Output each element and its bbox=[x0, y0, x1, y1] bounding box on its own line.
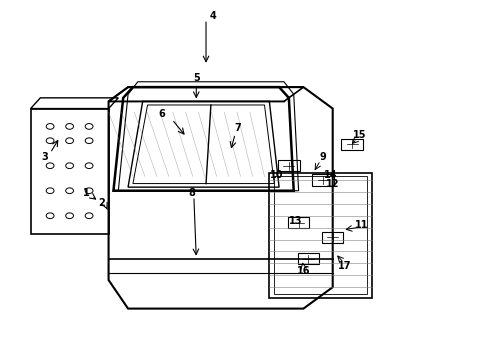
Text: 6: 6 bbox=[159, 109, 166, 119]
Text: 10: 10 bbox=[270, 170, 283, 180]
Bar bbox=[312, 175, 334, 185]
Text: 9: 9 bbox=[319, 152, 326, 162]
Text: 4: 4 bbox=[210, 11, 217, 21]
Text: 15: 15 bbox=[353, 130, 366, 140]
Bar bbox=[342, 139, 363, 150]
Bar bbox=[288, 217, 309, 228]
Text: 3: 3 bbox=[42, 152, 49, 162]
Text: 17: 17 bbox=[338, 261, 352, 271]
Text: 12: 12 bbox=[326, 179, 340, 189]
Bar bbox=[278, 160, 299, 171]
Text: 14: 14 bbox=[323, 170, 337, 180]
Text: 1: 1 bbox=[83, 188, 90, 198]
Text: 13: 13 bbox=[290, 216, 303, 226]
Text: 11: 11 bbox=[355, 220, 368, 230]
Text: 5: 5 bbox=[193, 73, 199, 83]
Text: 7: 7 bbox=[234, 123, 241, 133]
Text: 16: 16 bbox=[297, 266, 310, 276]
Bar bbox=[297, 253, 319, 264]
Text: 8: 8 bbox=[188, 188, 195, 198]
Text: 2: 2 bbox=[98, 198, 105, 208]
Bar bbox=[322, 231, 343, 243]
